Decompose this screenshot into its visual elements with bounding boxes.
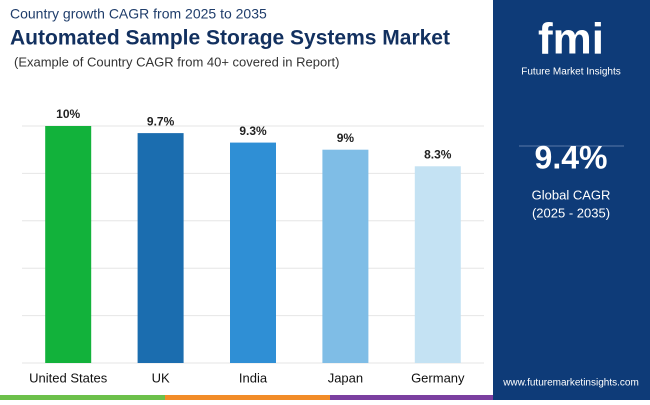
stat-period: (2025 - 2035) bbox=[532, 205, 610, 220]
bar bbox=[45, 126, 92, 363]
chart-title: Automated Sample Storage Systems Market bbox=[10, 27, 450, 50]
x-tick-label: Germany bbox=[411, 370, 465, 385]
bar bbox=[414, 166, 461, 363]
bar bbox=[230, 142, 276, 363]
value-label: 9.7% bbox=[147, 114, 175, 128]
x-tick-label: Japan bbox=[328, 370, 363, 385]
bar bbox=[322, 149, 369, 363]
x-tick-label: United States bbox=[29, 370, 108, 385]
value-label: 8.3% bbox=[424, 147, 452, 161]
x-tick-label: India bbox=[239, 370, 268, 385]
value-label: 9% bbox=[337, 131, 355, 145]
value-label: 10% bbox=[56, 107, 80, 121]
value-label: 9.3% bbox=[239, 124, 267, 138]
subtitle: (Example of Country CAGR from 40+ covere… bbox=[14, 54, 340, 69]
stat: 9.4% bbox=[535, 139, 608, 175]
brand-logo: fmi bbox=[538, 15, 604, 64]
strip bbox=[0, 395, 165, 400]
side-panel bbox=[493, 0, 650, 400]
strip bbox=[165, 395, 330, 400]
website: www.futuremarketinsights.com bbox=[502, 378, 639, 389]
bar bbox=[137, 133, 184, 363]
strip bbox=[330, 395, 493, 400]
brand-name: Future Market Insights bbox=[521, 67, 620, 78]
stat-label: Global CAGR bbox=[532, 187, 611, 202]
x-tick-label: UK bbox=[152, 370, 170, 385]
supertitle: Country growth CAGR from 2025 to 2035 bbox=[10, 6, 267, 22]
